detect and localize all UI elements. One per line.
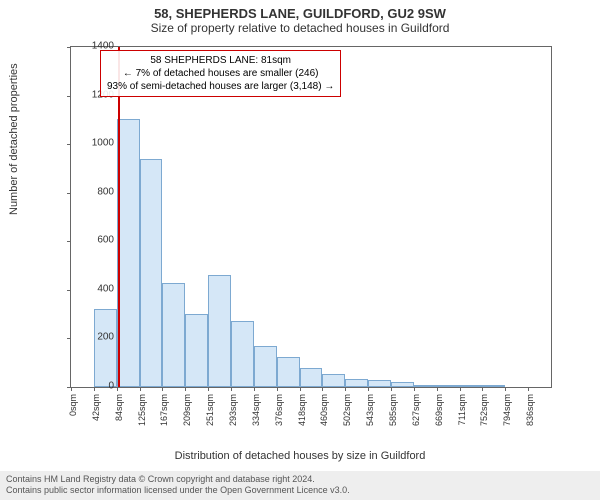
bar (460, 385, 483, 387)
x-tick-label: 125sqm (137, 394, 147, 434)
x-tick-label: 251sqm (205, 394, 215, 434)
bar (437, 385, 460, 387)
y-tick-label: 1000 (74, 138, 114, 149)
x-tick-label: 502sqm (342, 394, 352, 434)
bar (94, 309, 117, 387)
x-tick-label: 585sqm (388, 394, 398, 434)
x-tick-label: 334sqm (251, 394, 261, 434)
x-tick (528, 387, 529, 391)
x-tick (140, 387, 141, 391)
y-axis-label: Number of detached properties (8, 63, 20, 215)
bar (345, 379, 368, 388)
info-box-line: ← 7% of detached houses are smaller (246… (107, 67, 334, 80)
x-tick (505, 387, 506, 391)
x-tick (208, 387, 209, 391)
y-tick-label: 600 (74, 235, 114, 246)
y-tick (67, 96, 71, 97)
y-tick (67, 241, 71, 242)
x-tick-label: 669sqm (434, 394, 444, 434)
x-tick-label: 42sqm (91, 394, 101, 434)
chart-container: 58, SHEPHERDS LANE, GUILDFORD, GU2 9SW S… (0, 0, 600, 500)
x-tick-label: 543sqm (365, 394, 375, 434)
bar (368, 380, 391, 387)
x-tick (162, 387, 163, 391)
y-tick (67, 193, 71, 194)
info-box-line: 93% of semi-detached houses are larger (… (107, 80, 334, 93)
bar (140, 159, 163, 387)
y-tick-label: 0 (74, 381, 114, 392)
y-tick (67, 144, 71, 145)
x-tick (414, 387, 415, 391)
x-tick (345, 387, 346, 391)
bar (414, 385, 437, 387)
info-box: 58 SHEPHERDS LANE: 81sqm← 7% of detached… (100, 50, 341, 97)
x-tick-label: 376sqm (274, 394, 284, 434)
x-tick (437, 387, 438, 391)
x-tick-label: 84sqm (114, 394, 124, 434)
y-tick-label: 200 (74, 332, 114, 343)
footer-line-1: Contains HM Land Registry data © Crown c… (6, 474, 594, 486)
x-tick-label: 711sqm (457, 394, 467, 434)
x-tick (185, 387, 186, 391)
x-tick-label: 167sqm (159, 394, 169, 434)
bar (482, 385, 505, 387)
marker-line (118, 47, 120, 387)
footer: Contains HM Land Registry data © Crown c… (0, 471, 600, 500)
bar (208, 275, 231, 387)
x-tick (254, 387, 255, 391)
info-box-line: 58 SHEPHERDS LANE: 81sqm (107, 54, 334, 67)
x-tick-label: 460sqm (319, 394, 329, 434)
y-tick (67, 290, 71, 291)
x-tick-label: 418sqm (297, 394, 307, 434)
bar (322, 374, 345, 387)
bar (117, 119, 140, 387)
x-tick (300, 387, 301, 391)
y-tick (67, 47, 71, 48)
bar (254, 346, 277, 387)
x-tick-label: 209sqm (182, 394, 192, 434)
x-tick (368, 387, 369, 391)
x-tick-label: 752sqm (479, 394, 489, 434)
plot-area (70, 46, 552, 388)
x-tick-label: 293sqm (228, 394, 238, 434)
bar (391, 382, 414, 387)
x-tick (460, 387, 461, 391)
x-tick-label: 627sqm (411, 394, 421, 434)
bar (185, 314, 208, 387)
footer-line-2: Contains public sector information licen… (6, 485, 594, 497)
x-tick (231, 387, 232, 391)
x-tick-label: 0sqm (68, 394, 78, 434)
x-tick-label: 794sqm (502, 394, 512, 434)
x-tick-label: 836sqm (525, 394, 535, 434)
x-tick (71, 387, 72, 391)
x-tick (391, 387, 392, 391)
bar (231, 321, 254, 387)
x-axis-label: Distribution of detached houses by size … (0, 450, 600, 462)
y-tick (67, 338, 71, 339)
bar (300, 368, 323, 387)
x-tick (322, 387, 323, 391)
y-tick-label: 400 (74, 283, 114, 294)
y-tick-label: 800 (74, 186, 114, 197)
x-tick (277, 387, 278, 391)
x-tick (117, 387, 118, 391)
bar (277, 357, 300, 387)
chart-title: 58, SHEPHERDS LANE, GUILDFORD, GU2 9SW (0, 0, 600, 21)
x-tick (482, 387, 483, 391)
chart-subtitle: Size of property relative to detached ho… (0, 21, 600, 37)
bar (162, 283, 185, 387)
